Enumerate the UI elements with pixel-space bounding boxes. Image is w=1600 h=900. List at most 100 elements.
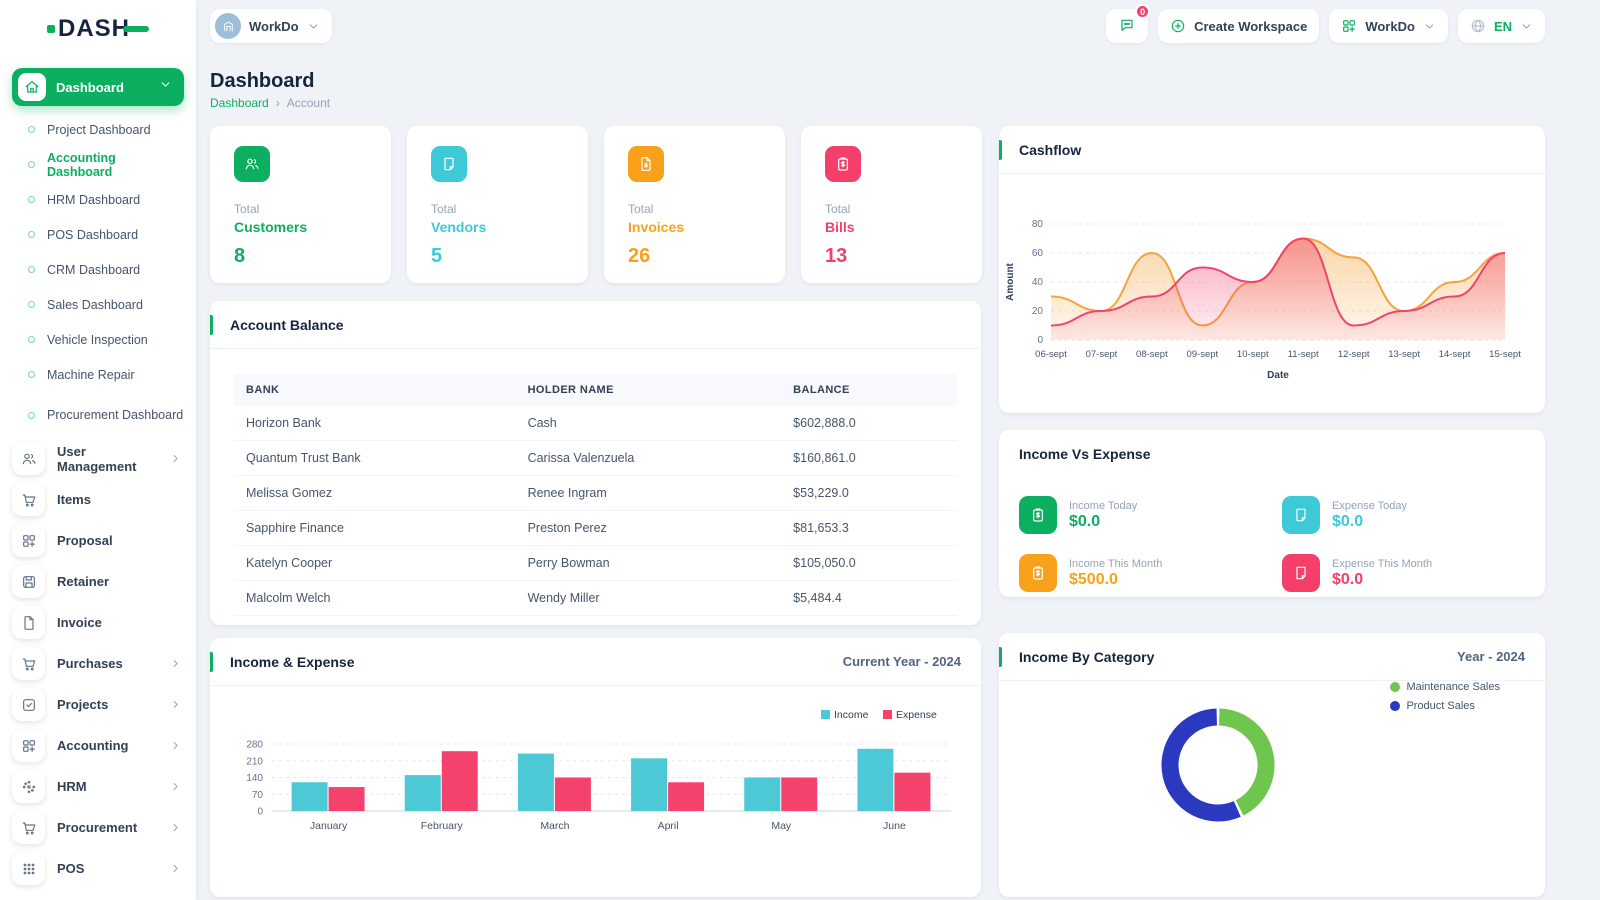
stat-value: 13 <box>825 245 848 267</box>
workdo-menu-button[interactable]: WorkDo <box>1329 9 1448 43</box>
ive-value: $0.0 <box>1332 512 1364 530</box>
sidebar-subitem-accounting-dashboard[interactable]: Accounting Dashboard <box>0 147 196 182</box>
workspace-selector[interactable]: WorkDo <box>210 9 332 43</box>
svg-text:January: January <box>310 820 348 832</box>
sidebar-item-retainer[interactable]: Retainer <box>0 561 196 602</box>
create-workspace-button[interactable]: Create Workspace <box>1158 9 1320 43</box>
home-icon <box>18 73 46 101</box>
chevron-right-icon <box>169 780 182 793</box>
svg-text:0: 0 <box>257 807 263 818</box>
stat-card-invoices: Total Invoices 26 <box>604 126 785 283</box>
chevron-down-icon <box>159 78 172 96</box>
sidebar-subitem-vehicle-inspection[interactable]: Vehicle Inspection <box>0 322 196 357</box>
bullet-ring-icon <box>28 231 35 238</box>
chevron-right-icon <box>169 698 182 711</box>
sidebar-item-items[interactable]: Items <box>0 479 196 520</box>
workspace-avatar <box>215 13 241 39</box>
svg-text:07-sept: 07-sept <box>1086 349 1118 360</box>
sidebar-item-proposal[interactable]: Proposal <box>0 520 196 561</box>
table-row: Horizon Bank Cash $602,888.0 <box>234 406 957 441</box>
language-label: EN <box>1493 18 1512 34</box>
sidebar-subitem-label: HRM Dashboard <box>47 192 141 207</box>
bullet-ring-icon <box>28 126 35 133</box>
bullet-ring-icon <box>28 301 35 308</box>
sidebar-subitem-hrm-dashboard[interactable]: HRM Dashboard <box>0 182 196 217</box>
sidebar-item-procurement[interactable]: Procurement <box>0 807 196 848</box>
users-icon <box>234 146 270 182</box>
ive-label: Expense This Month <box>1332 557 1433 570</box>
ive-label: Expense Today <box>1332 499 1408 512</box>
stat-total-label: Total <box>825 202 851 216</box>
ive-label: Income This Month <box>1069 557 1163 570</box>
sidebar-subitem-machine-repair[interactable]: Machine Repair <box>0 357 196 392</box>
table-cell: $53,229.0 <box>781 475 957 511</box>
notification-badge: 0 <box>1135 4 1151 19</box>
sidebar-item-dashboard[interactable]: Dashboard <box>12 68 184 106</box>
chevron-down-icon <box>1423 20 1436 33</box>
table-cell: Horizon Bank <box>234 406 516 441</box>
table-cell: Renee Ingram <box>515 475 782 511</box>
cashflow-chart: 0 20 40 60 80 06-sept 07-sept 08-sept 09-sept 10-… <box>999 174 1545 413</box>
sidebar-subitem-project-dashboard[interactable]: Project Dashboard <box>0 112 196 147</box>
file-icon <box>12 606 45 639</box>
bullet-ring-icon <box>28 371 35 378</box>
svg-text:70: 70 <box>252 790 264 801</box>
table-cell: Cash <box>515 406 782 441</box>
sidebar-subitem-procurement-dashboard[interactable]: Procurement Dashboard <box>0 392 196 438</box>
sidebar-item-label: Purchases <box>57 656 123 671</box>
sidebar-item-accounting[interactable]: Accounting <box>0 725 196 766</box>
table-cell: $105,050.0 <box>781 545 957 581</box>
bullet-ring-icon <box>28 266 35 273</box>
card-title: Income & Expense <box>230 653 355 670</box>
ive-item-expense-this-month: Expense This Month $0.0 <box>1282 548 1525 598</box>
sidebar-subitem-crm-dashboard[interactable]: CRM Dashboard <box>0 252 196 287</box>
sidebar-item-user-management[interactable]: User Management <box>0 438 196 479</box>
svg-text:13-sept: 13-sept <box>1388 349 1420 360</box>
sidebar-item-label: Retainer <box>57 574 110 589</box>
sidebar-subitem-sales-dashboard[interactable]: Sales Dashboard <box>0 287 196 322</box>
sidebar-subitem-pos-dashboard[interactable]: POS Dashboard <box>0 217 196 252</box>
chevron-right-icon <box>169 657 182 670</box>
sidebar-item-label: User Management <box>57 443 137 474</box>
account-balance-table: BANK HOLDER NAME BALANCE Horizon Bank Cash $… <box>234 374 957 616</box>
breadcrumb-dashboard[interactable]: Dashboard <box>210 96 269 110</box>
svg-text:February: February <box>421 820 464 832</box>
chevron-down-icon <box>1520 20 1533 33</box>
svg-text:0: 0 <box>1037 335 1043 346</box>
sidebar-item-label: Accounting <box>57 738 129 753</box>
legend-label: Product Sales <box>1406 700 1475 712</box>
sidebar-subitem-label: Sales Dashboard <box>47 297 143 312</box>
stat-name: Vendors <box>431 219 487 235</box>
table-column-header: BANK <box>234 374 516 406</box>
income-expense-chart: Income Expense 0 70 140 210 280 January February… <box>210 686 981 897</box>
sidebar-item-pos[interactable]: POS <box>0 848 196 889</box>
sidebar-item-projects[interactable]: Projects <box>0 684 196 725</box>
sidebar-subitem-label: CRM Dashboard <box>47 262 141 277</box>
bullet-ring-icon <box>28 196 35 203</box>
stat-name: Bills <box>825 219 855 235</box>
clipboard-dollar-icon <box>1019 554 1057 592</box>
svg-text:140: 140 <box>246 773 263 784</box>
sidebar-subitem-label: Procurement Dashboard <box>47 407 184 422</box>
messages-button[interactable]: 0 <box>1106 4 1151 43</box>
sidebar-item-purchases[interactable]: Purchases <box>0 643 196 684</box>
topbar: WorkDo 0 Create Workspace WorkDo EN <box>196 0 1600 52</box>
check-square-icon <box>12 688 45 721</box>
language-selector[interactable]: EN <box>1457 9 1545 43</box>
workspace-label: WorkDo <box>249 18 299 34</box>
sidebar-item-label: Proposal <box>57 533 113 548</box>
stat-value: 5 <box>431 245 443 267</box>
app-logo[interactable]: DASH <box>0 0 196 58</box>
breadcrumb: Dashboard › Account <box>210 96 330 110</box>
cart-icon <box>12 483 45 516</box>
account-balance-card: Account Balance BANK HOLDER NAME BALANCE H… <box>210 301 981 625</box>
legend-label: Maintenance Sales <box>1406 681 1500 693</box>
svg-text:May: May <box>771 820 792 832</box>
svg-text:280: 280 <box>246 740 263 751</box>
sidebar-item-hrm[interactable]: HRM <box>0 766 196 807</box>
chat-icon <box>1119 17 1135 36</box>
sidebar-item-invoice[interactable]: Invoice <box>0 602 196 643</box>
table-cell: Carissa Valenzuela <box>515 440 782 476</box>
stat-value: 26 <box>628 245 651 267</box>
table-row: Malcolm Welch Wendy Miller $5,484.4 <box>234 580 957 616</box>
